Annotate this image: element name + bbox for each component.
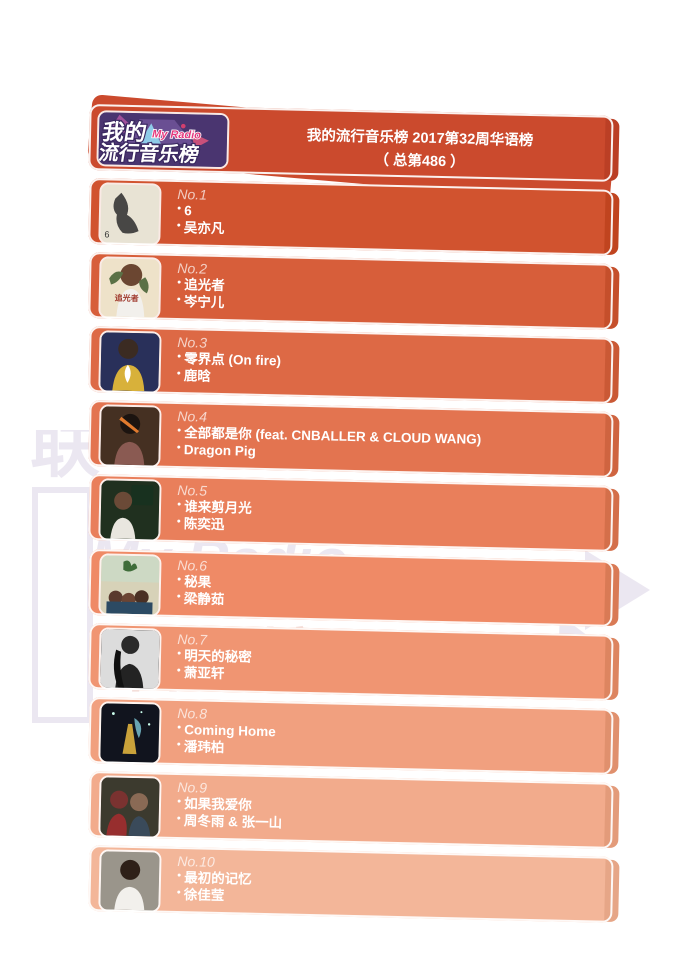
svg-text:6: 6 xyxy=(104,229,109,239)
svg-text:My Radio: My Radio xyxy=(152,128,201,141)
svg-text:追光者: 追光者 xyxy=(115,293,139,304)
svg-text:流行音乐榜: 流行音乐榜 xyxy=(98,140,200,166)
svg-text:我的: 我的 xyxy=(100,119,148,145)
